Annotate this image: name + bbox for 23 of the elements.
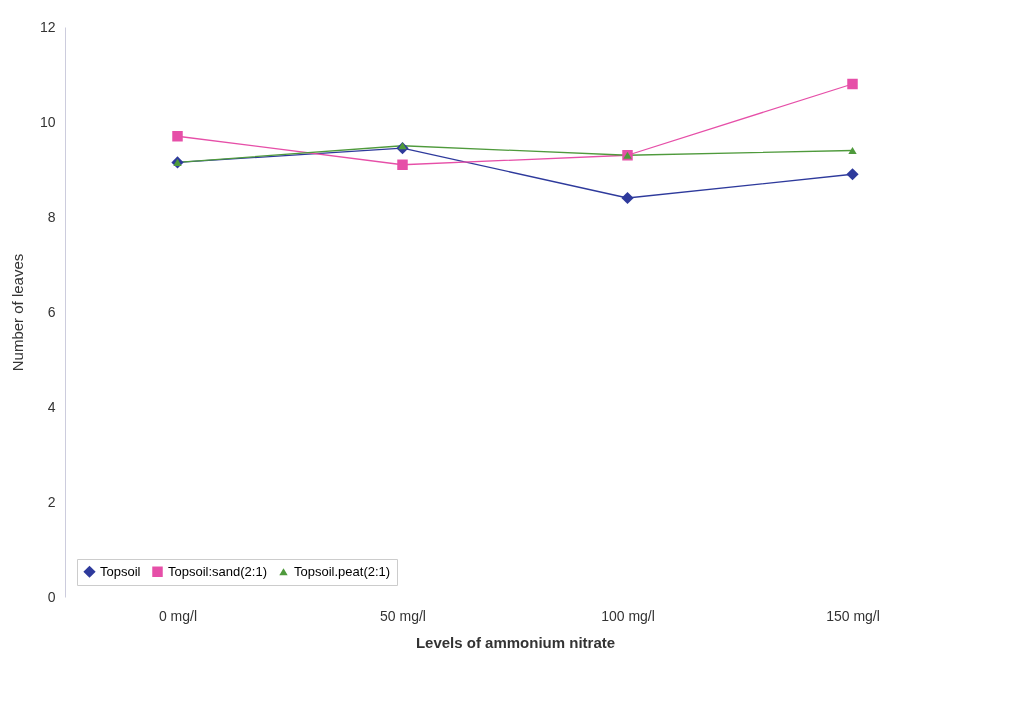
x-tick-label: 100 mg/l bbox=[601, 607, 655, 624]
y-tick-label: 2 bbox=[47, 493, 56, 510]
x-tick-label: 150 mg/l bbox=[826, 607, 880, 624]
x-tick-label: 0 mg/l bbox=[158, 607, 198, 624]
y-tick-label: 8 bbox=[47, 208, 56, 225]
y-tick-label: 0 bbox=[47, 588, 56, 605]
point bbox=[397, 159, 408, 170]
x-axis-title: Levels of ammonium nitrate bbox=[415, 633, 616, 651]
y-tick-label: 12 bbox=[39, 18, 56, 35]
legend-label: Topsoil bbox=[100, 563, 141, 579]
y-tick-label: 10 bbox=[39, 113, 56, 130]
y-tick-label: 6 bbox=[47, 303, 56, 320]
point bbox=[172, 131, 183, 142]
legend-label: Topsoil.peat(2:1) bbox=[294, 563, 391, 579]
legend-label: Topsoil:sand(2:1) bbox=[168, 563, 267, 579]
point bbox=[848, 146, 857, 155]
point bbox=[621, 191, 634, 205]
point bbox=[847, 78, 858, 90]
x-tick-label: 50 mg/l bbox=[380, 607, 426, 624]
y-axis-title: Number of leaves bbox=[8, 253, 26, 372]
point bbox=[846, 168, 859, 181]
y-tick-label: 4 bbox=[47, 398, 56, 415]
point bbox=[398, 142, 407, 150]
